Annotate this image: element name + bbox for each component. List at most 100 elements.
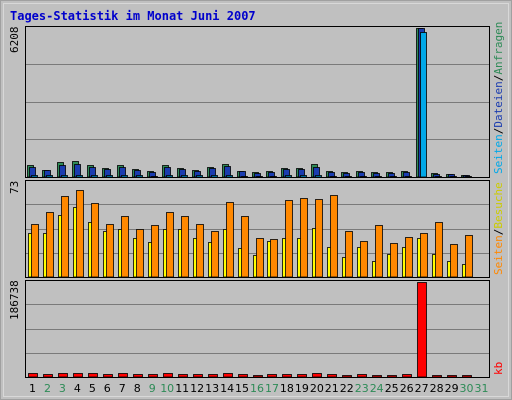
legend-kb: kb (492, 362, 505, 375)
bar-seiten-day-11 (181, 216, 189, 278)
panel-top (25, 26, 490, 178)
bar-seiten-day-1 (31, 175, 38, 178)
bar-seiten-day-7 (121, 175, 128, 178)
bar-kb-day-19 (297, 374, 307, 378)
bar-seiten-day-12 (196, 175, 203, 178)
x-tick-label: 23 (355, 382, 369, 395)
bar-seiten-day-11 (181, 175, 188, 178)
mid-ymax-label: 73 (8, 181, 21, 194)
bottom-ymax-label: 186738 (8, 280, 21, 320)
bar-seiten-day-21 (330, 176, 337, 178)
legend-seiten-top: Seiten (492, 134, 505, 174)
legend-sep: / (492, 128, 505, 135)
bar-seiten-day-26 (405, 237, 413, 278)
x-tick-label: 17 (265, 382, 279, 395)
panel-bottom (25, 280, 490, 378)
x-tick-label: 13 (205, 382, 219, 395)
bar-kb-day-13 (208, 374, 218, 378)
legend-anfragen: Anfragen (492, 22, 505, 75)
x-tick-label: 12 (190, 382, 204, 395)
bar-seiten-day-20 (315, 175, 322, 178)
bar-seiten-day-23 (360, 176, 367, 178)
bar-kb-day-17 (267, 374, 277, 378)
bar-seiten-day-10 (166, 175, 173, 178)
x-tick-label: 15 (235, 382, 249, 395)
bar-seiten-day-14 (226, 175, 233, 178)
x-tick-label: 9 (149, 382, 156, 395)
legend-sep: / (492, 229, 505, 236)
bar-seiten-day-18 (285, 200, 293, 278)
svg-text:Seiten/Besuche: Seiten/Besuche (492, 182, 505, 275)
bar-seiten-day-30 (465, 176, 472, 178)
chart-title: Tages-Statistik im Monat Juni 2007 (10, 9, 256, 23)
bar-seiten-day-9 (151, 225, 159, 278)
x-tick-label: 5 (89, 382, 96, 395)
bar-seiten-day-16 (256, 176, 263, 178)
bar-kb-day-20 (312, 373, 322, 378)
bar-seiten-day-4 (76, 190, 84, 278)
bar-kb-day-30 (462, 375, 472, 378)
bar-kb-day-18 (282, 374, 292, 378)
bar-seiten-day-14 (226, 202, 234, 278)
bar-kb-day-14 (223, 373, 233, 378)
bar-seiten-day-13 (211, 231, 219, 278)
bar-seiten-day-27 (420, 233, 428, 278)
bar-kb-day-16 (253, 375, 263, 378)
x-tick-label: 27 (415, 382, 429, 395)
bar-seiten-day-6 (106, 224, 114, 278)
bar-kb-day-7 (118, 373, 128, 378)
bar-seiten-day-4 (76, 175, 83, 178)
bar-kb-day-4 (73, 373, 83, 378)
x-tick-label: 3 (59, 382, 66, 395)
inner-frame (3, 3, 509, 397)
bar-seiten-day-15 (241, 176, 248, 178)
bar-seiten-day-8 (136, 229, 144, 278)
x-tick-label: 8 (134, 382, 141, 395)
bar-seiten-day-23 (360, 241, 368, 278)
bar-kb-day-12 (193, 374, 203, 378)
bar-kb-day-15 (238, 374, 248, 378)
bar-kb-day-2 (43, 374, 53, 378)
bar-seiten-day-20 (315, 199, 323, 278)
bar-kb-day-29 (447, 375, 457, 378)
bar-seiten-day-16 (256, 238, 264, 278)
x-tick-label: 11 (175, 382, 189, 395)
bar-kb-day-9 (148, 374, 158, 378)
bar-kb-day-23 (357, 374, 367, 378)
bar-kb-day-22 (342, 375, 352, 378)
legend-seiten-mid: Seiten (492, 235, 505, 275)
x-tick-label: 6 (104, 382, 111, 395)
bar-seiten-day-22 (345, 176, 352, 178)
x-tick-label: 7 (119, 382, 126, 395)
bar-seiten-day-19 (300, 175, 307, 178)
x-tick-label: 22 (340, 382, 354, 395)
x-tick-label: 19 (295, 382, 309, 395)
bar-seiten-day-24 (375, 176, 382, 178)
bar-seiten-day-17 (270, 239, 278, 278)
bar-seiten-day-8 (136, 175, 143, 178)
bar-seiten-day-30 (465, 235, 473, 278)
bar-seiten-day-15 (241, 216, 249, 278)
bar-kb-day-8 (133, 374, 143, 378)
x-tick-label: 21 (325, 382, 339, 395)
legend-mid: Seiten/Besuche (492, 182, 505, 275)
bar-seiten-day-9 (151, 176, 158, 178)
x-axis-ticks: 1 2 3 4 5 6 7 8 9 10 11 12 13 14 15 16 17 18 19 20 21 22 23 24 2… (29, 382, 489, 395)
x-tick-label: 18 (280, 382, 294, 395)
bar-seiten-day-6 (106, 175, 113, 178)
bar-seiten-day-12 (196, 224, 204, 278)
bar-seiten-day-17 (270, 176, 277, 178)
bar-seiten-day-2 (46, 212, 54, 278)
x-tick-label: 28 (430, 382, 444, 395)
legend-bottom: kb (492, 362, 505, 375)
bar-kb-day-5 (88, 373, 98, 378)
bar-seiten-day-3 (61, 196, 69, 278)
bar-seiten-day-7 (121, 216, 129, 278)
bar-seiten-day-5 (91, 175, 98, 178)
x-tick-label: 16 (250, 382, 264, 395)
panel-mid (25, 180, 490, 278)
x-tick-label: 29 (445, 382, 459, 395)
x-tick-label: 25 (385, 382, 399, 395)
x-tick-label: 31 (475, 382, 489, 395)
